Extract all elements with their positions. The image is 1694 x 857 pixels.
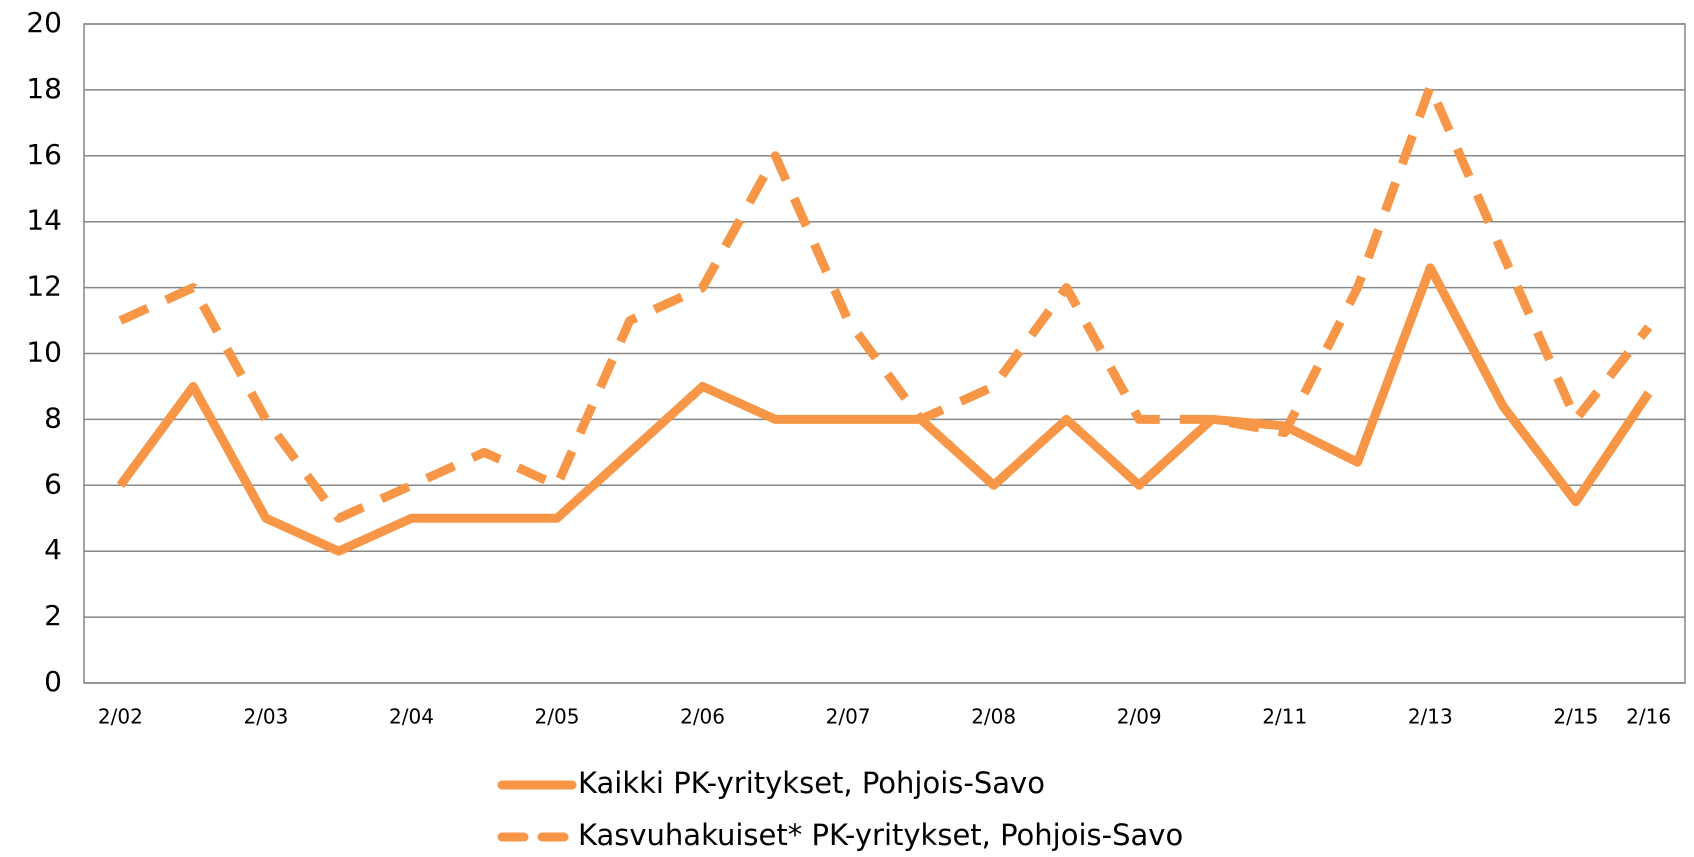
- y-tick-label: 12: [26, 270, 62, 303]
- y-tick-label: 0: [44, 665, 62, 698]
- x-tick-label: 2/05: [535, 705, 580, 729]
- series-line: [116, 263, 1653, 556]
- x-tick-label: 2/15: [1553, 705, 1598, 729]
- series-line: [118, 82, 1653, 523]
- x-tick-label: 2/11: [1262, 705, 1307, 729]
- y-tick-label: 2: [44, 599, 62, 632]
- y-tick-label: 20: [26, 6, 62, 39]
- x-tick-label: 2/07: [826, 705, 871, 729]
- x-tick-label: 2/09: [1117, 705, 1162, 729]
- x-tick-label: 2/02: [98, 705, 143, 729]
- x-tick-label: 2/04: [389, 705, 434, 729]
- y-tick-label: 8: [44, 401, 62, 434]
- x-tick-label: 2/08: [971, 705, 1016, 729]
- legend-label: Kaikki PK-yritykset, Pohjois-Savo: [578, 766, 1045, 800]
- x-tick-label: 2/06: [680, 705, 725, 729]
- y-tick-label: 6: [44, 467, 62, 500]
- y-tick-label: 16: [26, 138, 62, 171]
- y-tick-label: 10: [26, 336, 62, 369]
- plot-frame: [83, 23, 1686, 684]
- y-tick-label: 4: [44, 533, 62, 566]
- x-tick-label: 2/13: [1408, 705, 1453, 729]
- y-tick-label: 18: [26, 72, 62, 105]
- x-tick-label: 2/03: [243, 705, 288, 729]
- y-tick-label: 14: [26, 204, 62, 237]
- x-tick-label: 2/16: [1626, 705, 1671, 729]
- legend-label: Kasvuhakuiset* PK-yritykset, Pohjois-Sav…: [578, 818, 1183, 852]
